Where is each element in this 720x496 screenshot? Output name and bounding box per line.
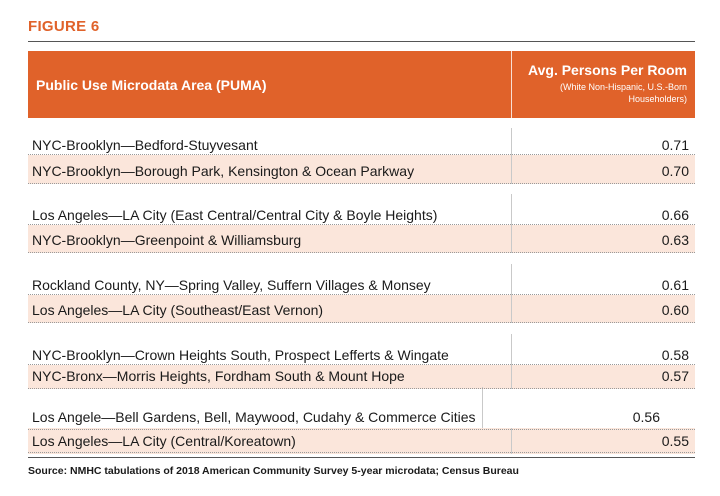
puma-name: NYC-Brooklyn—Crown Heights South, Prospe… <box>32 347 449 363</box>
table-header: Public Use Microdata Area (PUMA) Avg. Pe… <box>28 51 695 118</box>
table-row: Los Angeles—LA City (East Central/Centra… <box>28 194 695 228</box>
row-divider <box>28 183 695 184</box>
table-row: NYC-Brooklyn—Bedford-Stuyvesant 0.71 <box>28 128 695 158</box>
source-note: Source: NMHC tabulations of 2018 America… <box>28 465 519 477</box>
table-row: Los Angele—Bell Gardens, Bell, Maywood, … <box>28 387 695 430</box>
table-row: NYC-Brooklyn—Crown Heights South, Prospe… <box>28 334 695 368</box>
persons-per-room-value: 0.66 <box>511 194 695 228</box>
row-divider <box>28 294 695 295</box>
table-row: NYC-Bronx—Morris Heights, Fordham South … <box>28 365 695 389</box>
persons-per-room-value: 0.57 <box>511 365 695 389</box>
header-persons-per-room: Avg. Persons Per Room (White Non-Hispani… <box>511 51 695 118</box>
persons-per-room-value: 0.60 <box>511 295 695 323</box>
puma-name: NYC-Bronx—Morris Heights, Fordham South … <box>32 368 405 384</box>
table-row: NYC-Brooklyn—Borough Park, Kensington & … <box>28 155 695 184</box>
row-divider <box>28 322 695 323</box>
header-persons-per-room-title: Avg. Persons Per Room <box>528 62 687 78</box>
puma-name: NYC-Brooklyn—Bedford-Stuyvesant <box>32 137 258 153</box>
row-divider <box>28 364 695 365</box>
row-divider <box>28 452 695 453</box>
persons-per-room-value: 0.58 <box>511 334 695 368</box>
persons-per-room-value: 0.55 <box>511 428 695 454</box>
row-divider <box>28 388 695 389</box>
header-puma: Public Use Microdata Area (PUMA) <box>36 76 267 93</box>
puma-name: Los Angeles—LA City (East Central/Centra… <box>32 207 438 223</box>
row-divider <box>28 224 695 225</box>
table-row: Los Angeles—LA City (Southeast/East Vern… <box>28 295 695 323</box>
top-rule <box>28 41 695 42</box>
header-persons-per-room-subtitle: (White Non-Hispanic, U.S.-Born Household… <box>559 82 687 104</box>
persons-per-room-value: 0.70 <box>511 155 695 184</box>
persons-per-room-value: 0.63 <box>511 225 695 253</box>
row-divider <box>28 429 695 430</box>
puma-name: NYC-Brooklyn—Greenpoint & Williamsburg <box>32 232 302 248</box>
row-divider <box>28 154 695 155</box>
table-row: Rockland County, NY—Spring Valley, Suffe… <box>28 264 695 298</box>
persons-per-room-value: 0.56 <box>482 387 666 430</box>
table-row: Los Angeles—LA City (Central/Koreatown) 0… <box>28 428 695 454</box>
figure-label: FIGURE 6 <box>28 18 100 35</box>
puma-name: NYC-Brooklyn—Borough Park, Kensington & … <box>32 163 415 179</box>
bottom-rule <box>28 457 695 458</box>
persons-per-room-value: 0.71 <box>511 128 695 158</box>
puma-name: Los Angeles—LA City (Southeast/East Vern… <box>32 302 324 318</box>
table-row: NYC-Brooklyn—Greenpoint & Williamsburg 0.… <box>28 225 695 253</box>
puma-name: Rockland County, NY—Spring Valley, Suffe… <box>32 277 431 293</box>
puma-name: Los Angeles—LA City (Central/Koreatown) <box>32 433 296 449</box>
puma-name: Los Angele—Bell Gardens, Bell, Maywood, … <box>32 409 476 425</box>
persons-per-room-value: 0.61 <box>511 264 695 298</box>
row-divider <box>28 252 695 253</box>
